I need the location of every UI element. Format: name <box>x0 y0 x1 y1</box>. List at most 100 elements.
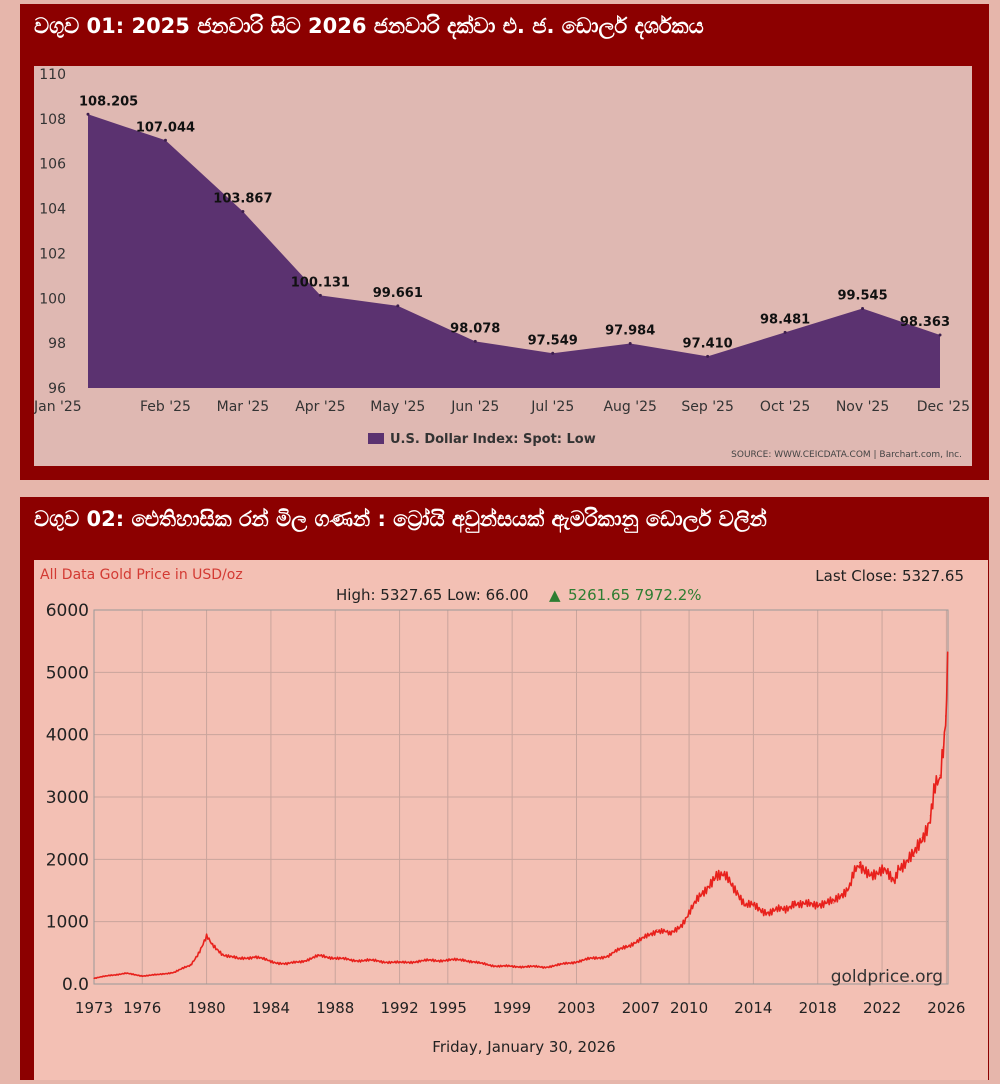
gold-price-point <box>947 651 949 653</box>
gold-price-chart: All Data Gold Price in USD/oz Last Close… <box>34 560 988 1080</box>
chart2-x-tick: 2003 <box>557 999 595 1017</box>
chart1-x-tick: May '25 <box>370 399 425 415</box>
gold-price-point <box>238 958 240 960</box>
gold-price-point <box>728 880 730 882</box>
chart1-data-label: 100.131 <box>291 275 350 290</box>
gold-price-point <box>801 905 803 907</box>
gold-price-point <box>669 933 671 935</box>
high-low-stats: High: 5327.65 Low: 66.00 <box>336 586 529 604</box>
chart1-data-label: 97.549 <box>528 333 578 348</box>
chart1-data-label: 98.363 <box>900 315 950 330</box>
gold-chart-header-title: All Data Gold Price in USD/oz <box>40 567 243 583</box>
chart1-x-tick: Apr '25 <box>295 399 345 415</box>
chart1-data-label: 107.044 <box>136 120 195 135</box>
chart1-point <box>241 210 245 214</box>
chart2-x-tick: 2018 <box>799 999 837 1017</box>
goldprice-watermark: goldprice.org <box>831 967 943 987</box>
chart2-y-tick: 2000 <box>46 850 89 870</box>
chart1-x-tick: Sep '25 <box>681 399 734 415</box>
chart1-y-tick: 96 <box>48 381 66 397</box>
gold-price-point <box>944 715 947 717</box>
gold-price-point <box>463 959 465 961</box>
last-close-label: Last Close: 5327.65 <box>815 567 964 585</box>
chart2-title: වගුව 02: ඓතිහාසික රන් මිල ගණන් : ට්‍රෝයි… <box>34 507 767 531</box>
chart1-x-tick: Jun '25 <box>450 399 499 415</box>
gold-price-point <box>704 889 706 892</box>
gold-price-point <box>495 965 497 967</box>
gold-price-point <box>189 964 192 966</box>
gold-price-point <box>527 965 529 968</box>
gold-price-point <box>447 959 449 961</box>
chart1-data-label: 98.078 <box>450 321 500 336</box>
dollar-index-area <box>88 114 940 389</box>
gold-price-point <box>415 960 417 963</box>
gold-price-point <box>849 883 851 885</box>
chart1-data-label: 99.661 <box>373 286 423 301</box>
chart2-x-tick: 2014 <box>734 999 772 1017</box>
chart1-data-labels: 108.205 107.044 103.867 100.131 99.661 98.078… <box>79 94 950 351</box>
gold-price-point <box>141 975 143 977</box>
chart2-y-tick: 4000 <box>46 726 89 746</box>
gold-price-point <box>270 960 272 963</box>
gold-price-point <box>817 902 819 904</box>
chart1-x-tick: Nov '25 <box>836 399 889 415</box>
chart1-point <box>628 342 632 346</box>
chart1-point <box>861 306 865 310</box>
gold-price-point <box>894 877 896 879</box>
gold-price-point <box>382 960 385 963</box>
gold-price-point <box>210 942 213 945</box>
chart1-panel: වගුව 01: 2025 ජනවාරි සිට 2026 ජනවාරි දක්… <box>20 4 989 480</box>
gold-price-point <box>865 871 867 873</box>
gold-price-point <box>125 972 127 975</box>
gold-price-point <box>793 901 795 903</box>
gold-price-point <box>640 939 642 941</box>
chart1-x-tick: Oct '25 <box>760 399 810 415</box>
gold-price-point <box>881 871 883 873</box>
chart2-x-tick: 1973 <box>75 999 113 1017</box>
chart1-point <box>783 330 787 334</box>
chart1-data-label: 108.205 <box>79 94 138 109</box>
chart1-x-tick: Jan '25 <box>34 399 82 415</box>
chart2-y-tick: 1000 <box>46 913 89 933</box>
chart1-point <box>318 293 322 297</box>
gold-price-point <box>624 946 626 948</box>
gold-price-point <box>608 955 610 957</box>
chart1-y-tick: 100 <box>39 291 66 307</box>
gold-price-svg: All Data Gold Price in USD/oz Last Close… <box>34 560 988 1080</box>
gold-price-point <box>366 959 369 961</box>
chart2-y-tick: 6000 <box>46 601 89 621</box>
gold-price-point <box>511 965 513 968</box>
gold-price-point <box>398 962 401 964</box>
gold-price-point <box>934 790 936 792</box>
legend-label: U.S. Dollar Index: Spot: Low <box>390 432 596 447</box>
chart1-point <box>706 354 710 358</box>
source-label: SOURCE: WWW.CEICDATA.COM | Barchart.com,… <box>731 450 962 460</box>
chart1-area-group <box>86 112 942 389</box>
gold-price-point <box>157 974 159 976</box>
gold-price-point <box>913 855 915 857</box>
gold-price-point <box>591 957 594 960</box>
chart1-y-tick: 110 <box>39 67 66 83</box>
gold-price-point <box>543 966 545 968</box>
change-value: 5261.65 7972.2% <box>568 586 702 604</box>
chart1-data-label: 97.984 <box>605 324 655 339</box>
chart1-data-label: 103.867 <box>213 192 272 207</box>
gold-price-point <box>559 964 562 966</box>
chart2-x-tick: 1995 <box>429 999 467 1017</box>
gold-price-point <box>334 957 336 959</box>
gold-price-point <box>768 911 771 913</box>
gold-price-point <box>939 774 941 776</box>
chart2-x-tick: 1984 <box>252 999 290 1017</box>
chart2-x-tick: 2026 <box>927 999 965 1017</box>
chart1-point <box>396 304 400 308</box>
gold-price-point <box>752 905 754 907</box>
chart2-x-tick: 2022 <box>863 999 901 1017</box>
chart2-x-tick: 1988 <box>316 999 354 1017</box>
gold-price-point <box>858 861 861 864</box>
chart2-x-tick: 1999 <box>493 999 531 1017</box>
chart1-point <box>551 351 555 355</box>
chart1-y-tick: 106 <box>39 157 66 173</box>
chart1-x-tick: Feb '25 <box>140 399 191 415</box>
gold-price-point <box>254 955 256 958</box>
gold-price-point <box>897 864 899 867</box>
